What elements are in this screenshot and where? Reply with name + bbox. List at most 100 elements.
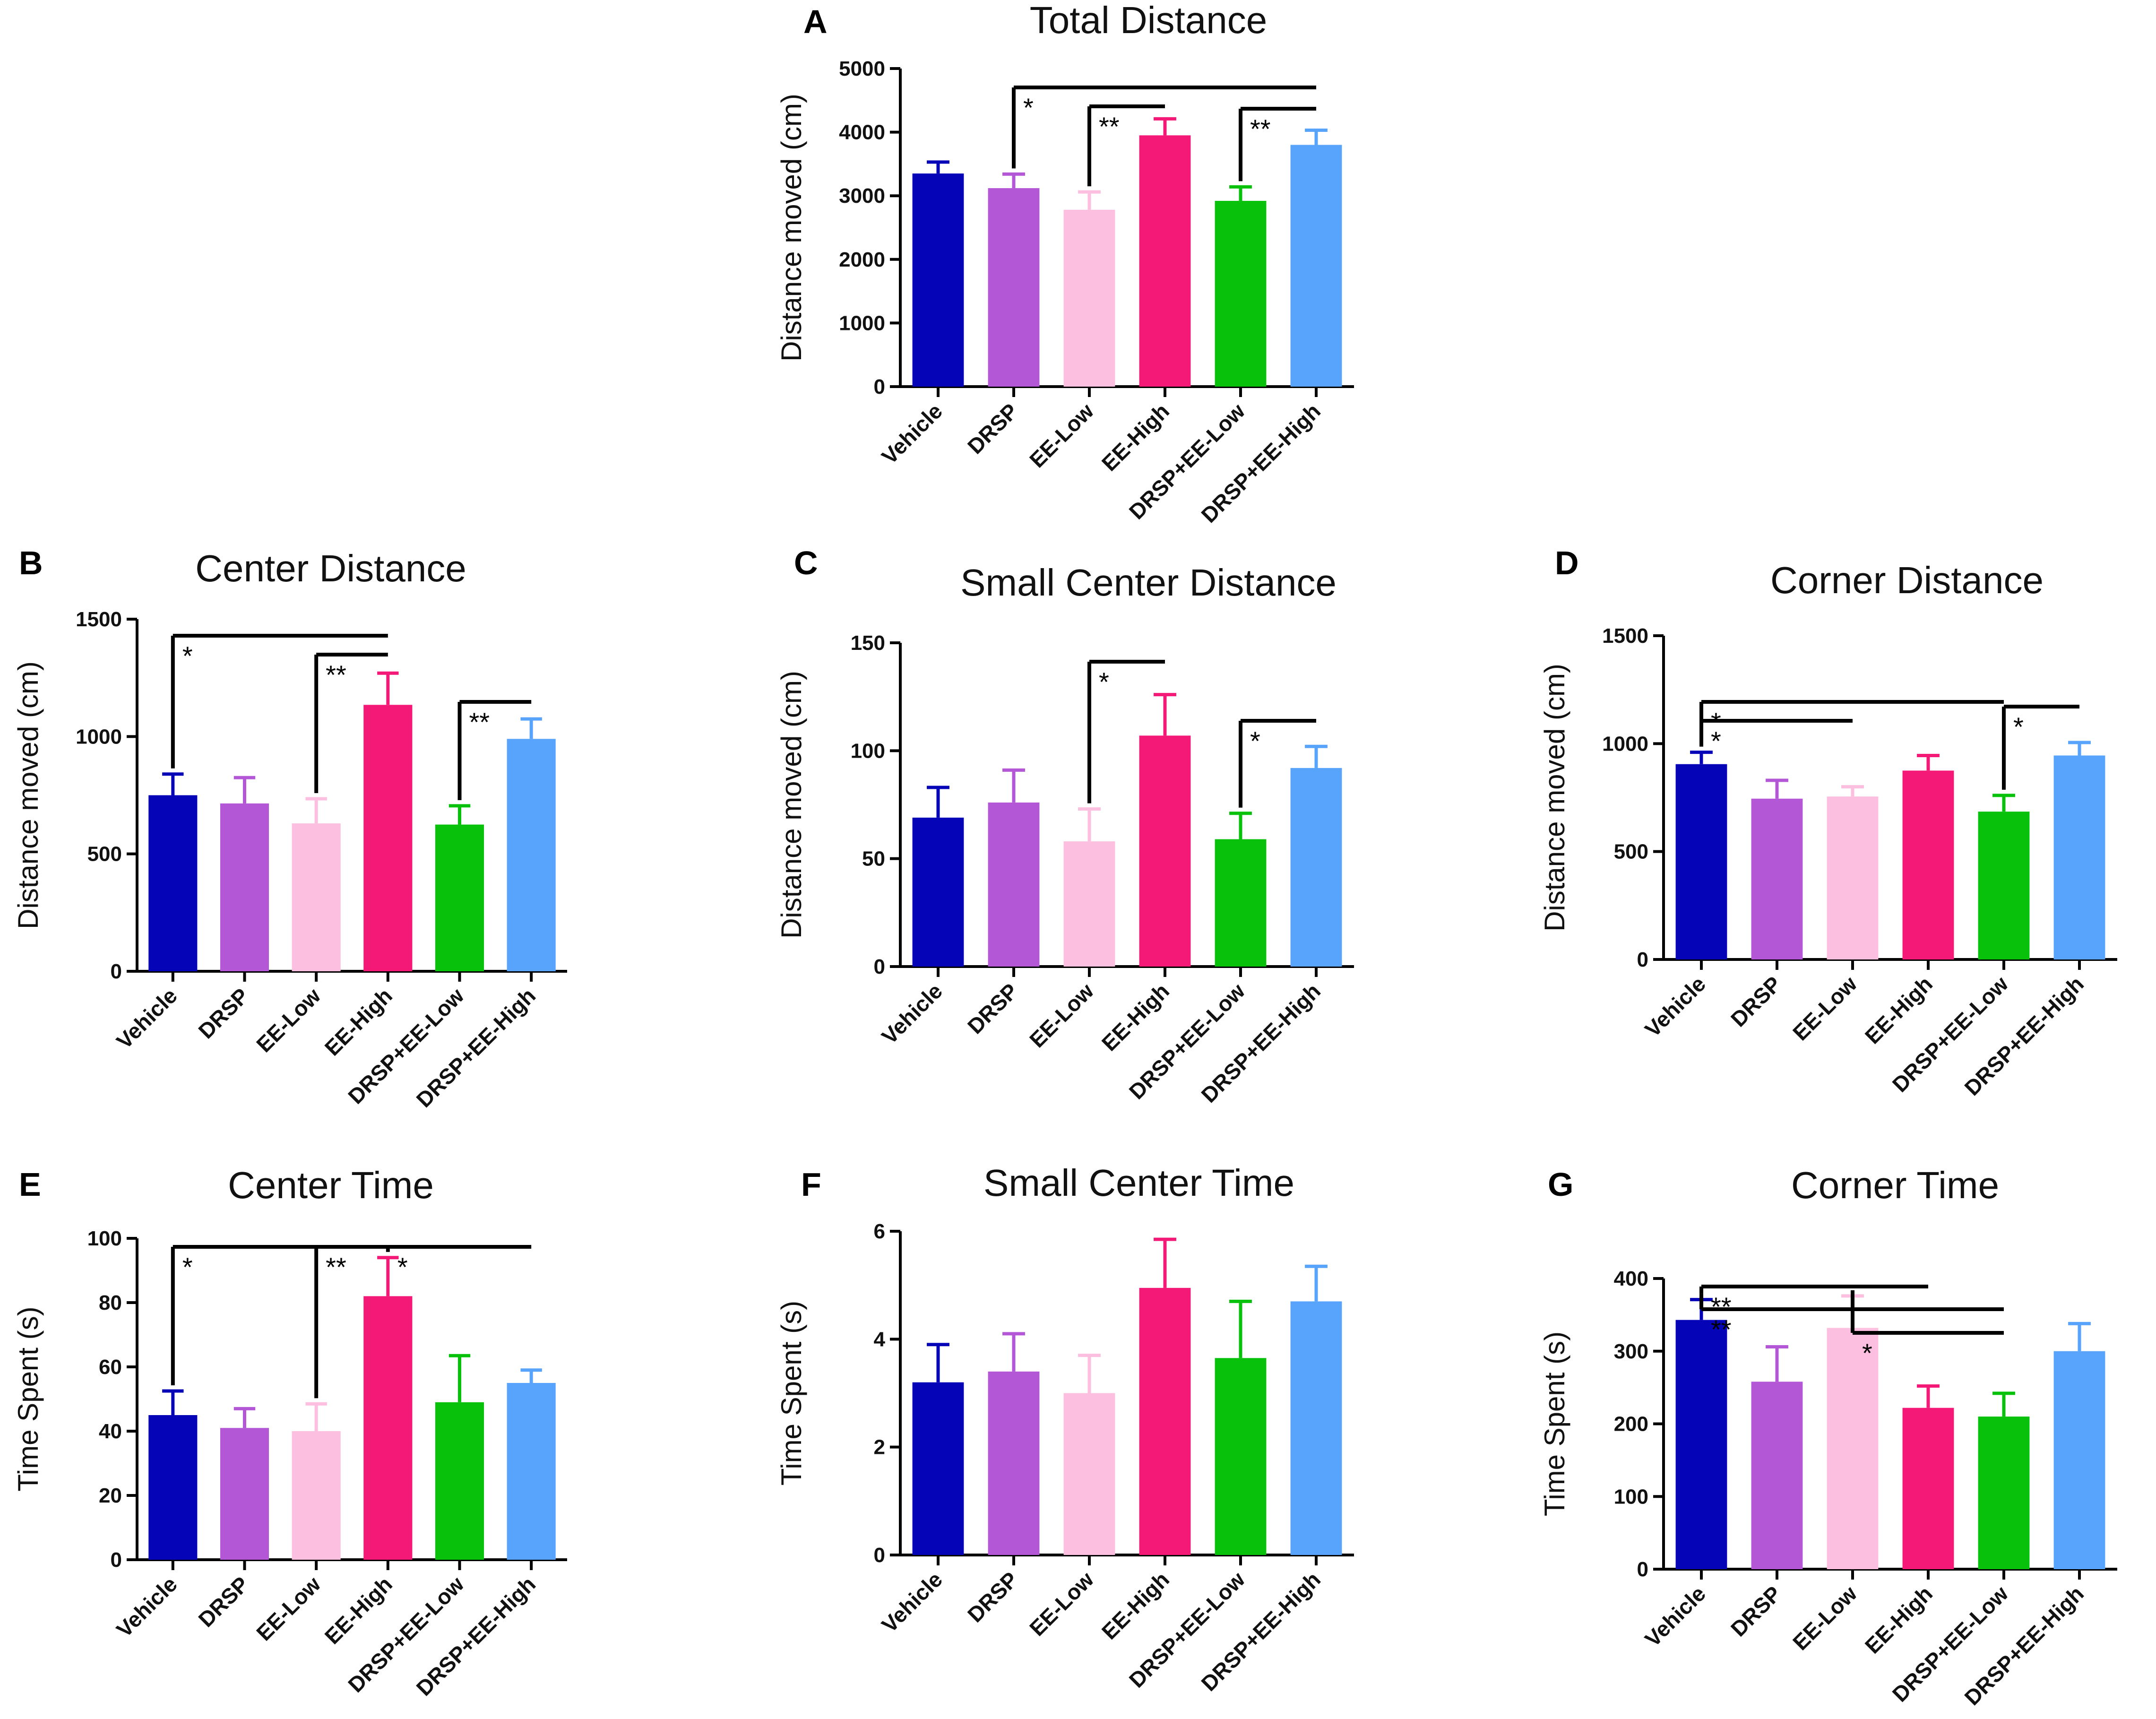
bar-ee-low xyxy=(1063,841,1115,967)
panel-a: A Total Distance 0 1000 2000 3000 4000 5000 Dist… xyxy=(776,0,1354,527)
y-tick-label: 2 xyxy=(874,1436,885,1459)
x-tick-label: EE-High xyxy=(1097,978,1174,1055)
chart-title: Total Distance xyxy=(1030,0,1267,41)
bar-ee-low xyxy=(292,1431,341,1560)
bar-drsp-plus-ee-high xyxy=(2053,1351,2105,1569)
bar-ee-high xyxy=(1902,770,1954,959)
panel-f: F Small Center Time 0 2 4 6 Time Spent (s) Vehi… xyxy=(776,1162,1354,1696)
bar-drsp-plus-ee-high xyxy=(1290,1301,1342,1555)
significance-label: * xyxy=(1250,726,1260,756)
x-tick-label: Vehicle xyxy=(112,983,182,1054)
significance-label: ** xyxy=(1711,1292,1732,1322)
bar-drsp xyxy=(1751,1382,1803,1569)
y-axis-label: Distance moved (cm) xyxy=(776,94,807,362)
bar-ee-low xyxy=(1827,1328,1879,1569)
y-tick-label: 5000 xyxy=(839,57,885,80)
bar-drsp-plus-ee-high xyxy=(2053,755,2105,959)
panel-letter: A xyxy=(803,3,828,40)
chart-title: Corner Distance xyxy=(1770,559,2044,601)
y-tick-label: 0 xyxy=(874,375,885,398)
x-tick-label: EE-Low xyxy=(1025,398,1098,472)
x-tick-label: EE-High xyxy=(1860,971,1937,1048)
bar-drsp xyxy=(988,1371,1040,1555)
y-tick-label: 1500 xyxy=(1602,624,1648,648)
y-tick-label: 500 xyxy=(1614,840,1648,864)
significance-bracket: * xyxy=(1699,700,2004,747)
significance-bracket: * xyxy=(2002,705,2079,790)
x-tick-label: EE-High xyxy=(1860,1581,1937,1658)
bar-drsp-plus-ee-low xyxy=(1978,812,2030,959)
y-tick-label: 1000 xyxy=(76,725,122,748)
bar-drsp-plus-ee-low xyxy=(1215,839,1267,967)
bar-drsp-plus-ee-low xyxy=(435,824,484,971)
y-axis-label: Distance moved (cm) xyxy=(12,661,44,929)
x-tick-label: DRSP xyxy=(1726,1581,1786,1641)
bar-vehicle xyxy=(1675,764,1727,959)
significance-bracket: * xyxy=(1087,660,1165,803)
significance-label: ** xyxy=(1099,112,1120,141)
significance-label: ** xyxy=(1250,114,1271,144)
chart-title: Corner Time xyxy=(1791,1164,1999,1206)
x-tick-label: DRSP xyxy=(963,1567,1023,1627)
significance-label: ** xyxy=(326,660,346,690)
x-tick-label: EE-High xyxy=(1097,1567,1174,1644)
y-tick-label: 200 xyxy=(1614,1413,1648,1436)
bar-drsp xyxy=(1751,798,1803,959)
significance-label: * xyxy=(2013,712,2024,742)
significance-label: ** xyxy=(326,1252,346,1282)
significance-label: * xyxy=(1023,93,1034,122)
chart-title: Small Center Distance xyxy=(960,561,1337,604)
significance-bracket: * xyxy=(1239,719,1316,808)
panel-letter: C xyxy=(794,544,818,581)
significance-bracket: * xyxy=(1699,719,1853,756)
significance-bracket: * xyxy=(1012,86,1316,169)
x-tick-label: Vehicle xyxy=(112,1572,182,1642)
y-axis-label: Time Spent (s) xyxy=(776,1301,807,1486)
y-tick-label: 1000 xyxy=(839,311,885,335)
x-tick-label: EE-High xyxy=(1097,398,1174,475)
significance-bracket: ** xyxy=(314,1245,388,1399)
significance-label: ** xyxy=(1711,1314,1732,1344)
bar-vehicle xyxy=(1675,1320,1727,1569)
y-tick-label: 0 xyxy=(1637,1558,1648,1581)
x-tick-label: EE-Low xyxy=(251,1572,325,1645)
panel-c: C Small Center Distance 0 50 100 150 Distance … xyxy=(776,544,1354,1107)
y-tick-label: 1500 xyxy=(76,608,122,631)
panel-letter: F xyxy=(801,1166,821,1203)
significance-bracket: ** xyxy=(1087,104,1165,187)
bar-ee-low xyxy=(1827,796,1879,959)
bar-ee-high xyxy=(1139,1287,1191,1555)
bar-vehicle xyxy=(148,1415,198,1560)
panel-e: E Center Time 0 20 40 60 80 100 Time Spent (s) Ve… xyxy=(12,1164,567,1701)
chart-title: Center Distance xyxy=(195,547,466,589)
chart-title: Center Time xyxy=(228,1164,434,1206)
y-tick-label: 500 xyxy=(87,843,122,866)
y-tick-label: 4000 xyxy=(839,121,885,144)
bar-drsp-plus-ee-high xyxy=(507,739,556,971)
significance-bracket: * xyxy=(386,1245,532,1282)
significance-bracket: * xyxy=(171,634,388,769)
y-tick-label: 0 xyxy=(874,955,885,978)
y-tick-label: 0 xyxy=(111,1548,122,1572)
bar-drsp-plus-ee-low xyxy=(1978,1417,2030,1569)
y-tick-label: 4 xyxy=(874,1328,886,1351)
y-tick-label: 0 xyxy=(111,960,122,983)
significance-label: ** xyxy=(469,707,490,737)
y-axis-label: Time Spent (s) xyxy=(12,1306,44,1491)
y-tick-label: 20 xyxy=(99,1484,122,1507)
y-tick-label: 80 xyxy=(99,1291,122,1314)
panel-g: G Corner Time 0 100 200 300 400 Time Spent (s) V… xyxy=(1539,1164,2117,1710)
y-tick-label: 0 xyxy=(1637,948,1648,971)
x-tick-label: EE-Low xyxy=(1788,971,1862,1045)
significance-bracket: ** xyxy=(1239,107,1316,181)
y-tick-label: 40 xyxy=(99,1420,122,1443)
x-tick-label: Vehicle xyxy=(1640,971,1710,1042)
bar-ee-high xyxy=(363,1296,413,1560)
bar-vehicle xyxy=(148,795,198,971)
y-tick-label: 100 xyxy=(1614,1485,1648,1508)
bar-drsp-plus-ee-high xyxy=(1290,768,1342,967)
significance-label: * xyxy=(397,1252,408,1282)
bar-ee-high xyxy=(1139,135,1191,387)
significance-bracket: * xyxy=(171,1245,388,1385)
